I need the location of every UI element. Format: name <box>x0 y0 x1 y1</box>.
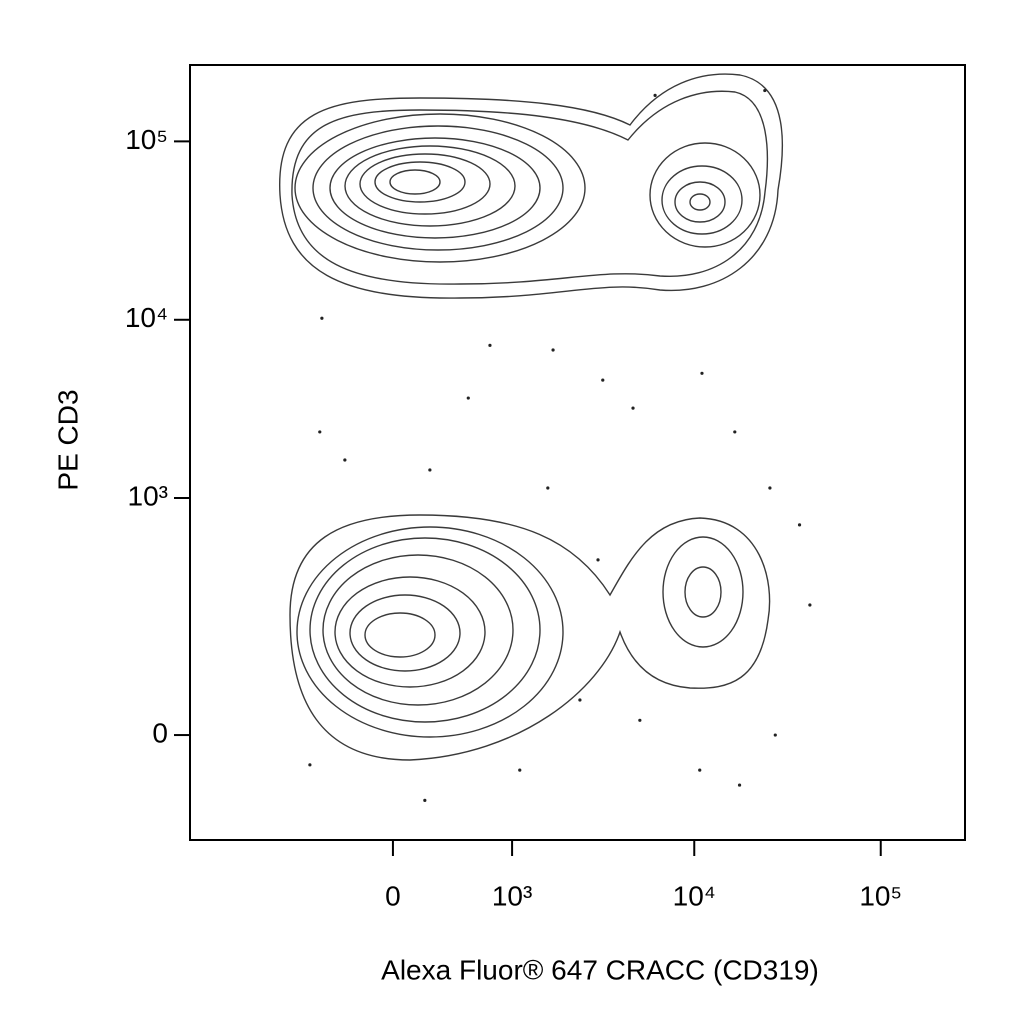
contours <box>279 73 784 761</box>
x-tick-label: 10⁵ <box>859 880 902 911</box>
event-dot <box>551 348 555 352</box>
event-dot <box>601 378 605 382</box>
contour <box>294 113 586 263</box>
event-dot <box>638 718 642 722</box>
contour <box>296 526 564 738</box>
event-dot <box>768 486 772 490</box>
event-dot <box>423 798 427 802</box>
y-axis-label: PE CD3 <box>52 389 83 490</box>
contour <box>662 536 744 648</box>
contour <box>322 554 514 706</box>
y-tick-label: 0 <box>152 717 168 748</box>
x-tick-label: 0 <box>385 880 401 911</box>
contour <box>674 181 726 223</box>
contour <box>359 153 491 215</box>
event-dot <box>631 406 635 410</box>
event-dot <box>733 430 737 434</box>
contour <box>309 537 541 723</box>
contour <box>661 165 743 235</box>
event-dot <box>318 430 322 434</box>
x-tick-label: 10⁴ <box>673 880 716 911</box>
event-dot <box>773 733 777 737</box>
x-axis-label: Alexa Fluor® 647 CRACC (CD319) <box>381 954 819 985</box>
event-dot <box>320 316 324 320</box>
contour <box>374 161 466 203</box>
event-dot <box>546 486 550 490</box>
contour <box>291 90 769 285</box>
plot-frame <box>189 64 966 841</box>
event-dot <box>797 523 802 527</box>
event-dot <box>808 603 812 607</box>
event-dot <box>578 698 582 702</box>
event-dot <box>698 768 702 772</box>
contour <box>279 73 784 299</box>
event-dot <box>737 783 742 787</box>
contour <box>689 193 711 211</box>
y-tick-label: 10⁵ <box>125 124 168 155</box>
event-dot <box>518 768 522 772</box>
contour <box>684 566 722 618</box>
contour <box>364 612 436 658</box>
contour <box>649 142 761 248</box>
contour <box>334 576 486 688</box>
x-tick-label: 10³ <box>492 880 532 911</box>
event-dot <box>700 371 704 375</box>
contour <box>349 594 461 672</box>
event-dot <box>308 763 312 767</box>
event-dot <box>653 93 657 98</box>
contour <box>329 137 541 239</box>
event-dot <box>466 396 470 400</box>
event-dot <box>596 558 600 562</box>
event-dot <box>488 343 492 347</box>
y-tick-label: 10³ <box>128 480 168 511</box>
event-dot <box>763 88 767 93</box>
contour <box>312 125 564 251</box>
contour <box>389 169 441 195</box>
y-tick-label: 10⁴ <box>125 302 168 333</box>
event-dot <box>428 468 432 472</box>
contour <box>344 145 516 227</box>
event-dot <box>343 458 347 462</box>
contour <box>289 514 771 761</box>
